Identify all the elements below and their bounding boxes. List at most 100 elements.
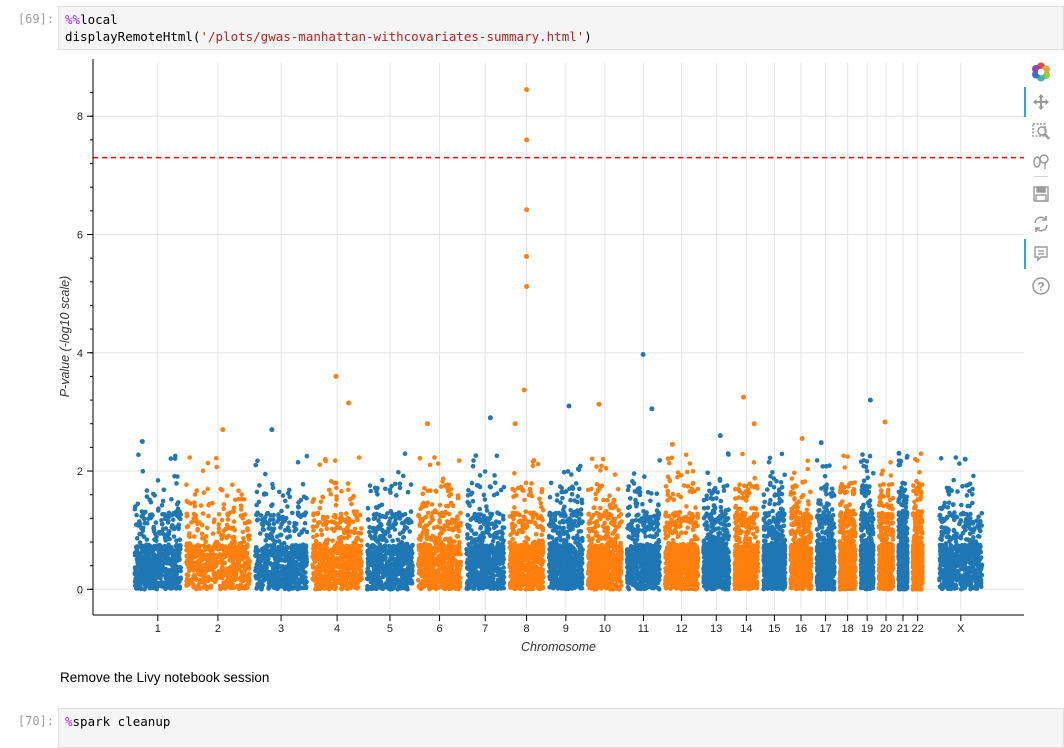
data-point xyxy=(334,497,339,502)
data-point xyxy=(227,584,232,589)
magic-word: local xyxy=(80,12,118,27)
data-point xyxy=(408,519,413,524)
data-point xyxy=(406,490,411,495)
data-point xyxy=(302,586,307,591)
data-point xyxy=(512,505,517,510)
data-point xyxy=(388,534,393,539)
data-point xyxy=(156,478,161,483)
code-cell-69[interactable]: %%local displayRemoteHtml('/plots/gwas-m… xyxy=(58,6,1064,50)
data-point xyxy=(319,500,324,505)
data-point xyxy=(472,554,477,559)
data-point xyxy=(310,577,315,582)
data-point xyxy=(467,524,472,529)
data-point xyxy=(196,583,201,588)
data-point xyxy=(275,581,280,586)
data-point xyxy=(333,513,338,518)
data-point xyxy=(193,573,198,578)
data-point xyxy=(345,525,350,530)
data-point xyxy=(232,535,237,540)
data-point xyxy=(313,544,318,549)
data-point xyxy=(207,502,212,507)
data-point xyxy=(296,505,301,510)
data-point xyxy=(471,546,476,551)
data-point xyxy=(479,575,484,580)
data-point xyxy=(572,498,577,503)
data-point xyxy=(186,524,191,529)
data-point xyxy=(195,543,200,548)
data-point xyxy=(292,524,297,529)
data-point xyxy=(475,483,480,488)
data-point xyxy=(295,583,300,588)
data-point xyxy=(471,458,476,463)
data-point xyxy=(233,572,238,577)
data-point xyxy=(495,454,500,459)
data-point xyxy=(265,561,270,566)
data-point xyxy=(517,586,522,591)
data-point xyxy=(376,565,381,570)
data-point xyxy=(367,525,372,530)
data-point xyxy=(574,481,579,486)
data-point xyxy=(240,546,245,551)
data-point xyxy=(329,575,334,580)
data-point xyxy=(495,491,500,496)
data-point xyxy=(437,520,442,525)
data-point xyxy=(390,539,395,544)
data-point xyxy=(254,503,259,508)
data-point xyxy=(217,512,222,517)
data-point xyxy=(296,510,301,515)
data-point xyxy=(279,509,284,514)
data-point xyxy=(140,565,145,570)
data-point xyxy=(218,584,223,589)
data-point xyxy=(281,493,286,498)
data-point xyxy=(394,573,399,578)
data-point xyxy=(214,456,219,461)
data-point xyxy=(304,557,309,562)
data-point xyxy=(459,560,464,565)
data-point xyxy=(441,573,446,578)
data-point xyxy=(500,540,505,545)
data-point xyxy=(393,520,398,525)
data-point xyxy=(341,535,346,540)
data-point xyxy=(407,563,412,568)
data-point xyxy=(214,465,219,470)
data-point xyxy=(301,482,306,487)
data-point xyxy=(354,571,359,576)
data-point xyxy=(329,558,334,563)
data-point xyxy=(224,551,229,556)
data-point xyxy=(191,516,196,521)
data-point xyxy=(368,558,373,563)
data-point xyxy=(375,573,380,578)
data-point xyxy=(161,499,166,504)
data-point xyxy=(421,492,426,497)
data-point xyxy=(304,543,309,548)
data-point xyxy=(382,545,387,550)
data-point xyxy=(447,483,452,488)
data-point xyxy=(401,474,406,479)
data-point xyxy=(379,523,384,528)
data-point xyxy=(366,506,371,511)
data-point xyxy=(239,578,244,583)
data-point xyxy=(358,549,363,554)
data-point xyxy=(346,488,351,493)
data-point xyxy=(139,514,144,519)
data-point xyxy=(373,535,378,540)
data-point xyxy=(150,568,155,573)
data-point xyxy=(224,567,229,572)
code-line-2: displayRemoteHtml('/plots/gwas-manhattan… xyxy=(65,28,1057,45)
data-point xyxy=(214,558,219,563)
data-point xyxy=(164,514,169,519)
data-point xyxy=(381,586,386,591)
data-point xyxy=(222,586,227,591)
data-point xyxy=(178,584,183,589)
data-point xyxy=(483,549,488,554)
data-point xyxy=(502,485,507,490)
data-point xyxy=(425,531,430,536)
data-point xyxy=(397,543,402,548)
data-point xyxy=(510,522,515,527)
data-point xyxy=(424,554,429,559)
data-point xyxy=(398,532,403,537)
data-point xyxy=(240,516,245,521)
data-point xyxy=(340,583,345,588)
data-point xyxy=(219,569,224,574)
